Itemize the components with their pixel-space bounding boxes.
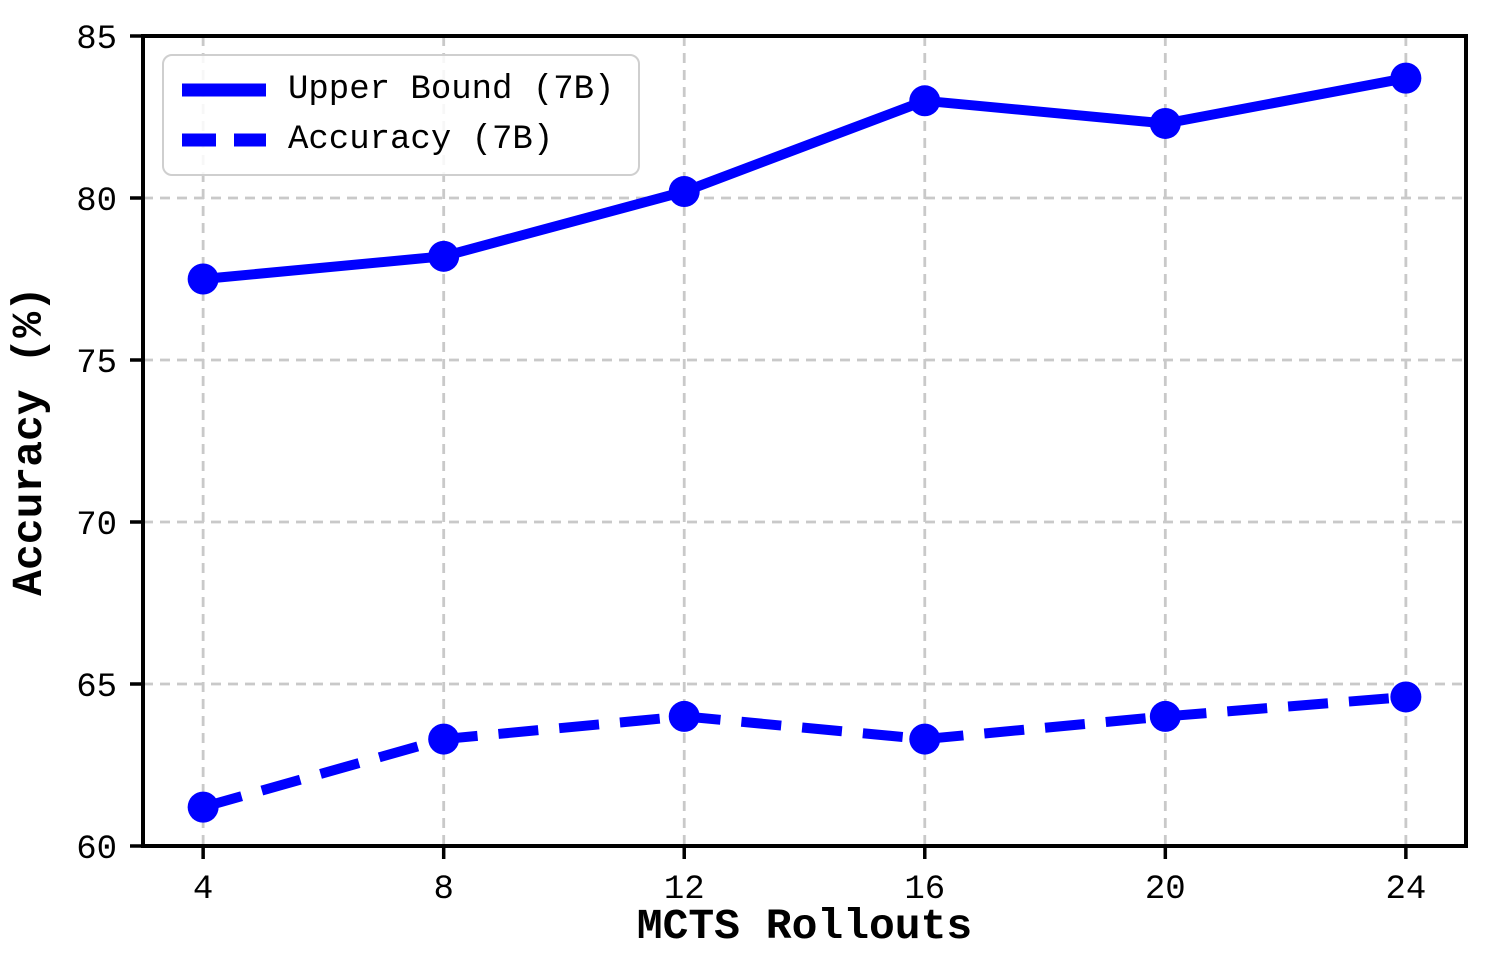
series-1-marker	[1390, 681, 1422, 713]
y-axis-label: Accuracy (%)	[5, 286, 54, 596]
legend-item-upper-bound: Upper Bound (7B)	[180, 70, 614, 110]
series-1-marker	[1149, 700, 1181, 732]
legend-item-accuracy: Accuracy (7B)	[180, 120, 614, 160]
y-tick-label: 65	[76, 669, 117, 707]
series-0-marker	[909, 85, 941, 117]
y-tick-label: 80	[76, 183, 117, 221]
x-tick-label: 12	[664, 871, 705, 909]
series-1-marker	[428, 723, 460, 755]
series-0-marker	[1149, 107, 1181, 139]
legend-label-accuracy: Accuracy (7B)	[288, 121, 554, 159]
series-0-marker	[668, 176, 700, 208]
legend-solid-line-icon	[182, 83, 266, 97]
axes-frame	[141, 34, 1468, 848]
y-tick-label: 85	[76, 21, 117, 59]
y-tick-label: 60	[76, 831, 117, 869]
series-0-marker	[1390, 62, 1422, 94]
series-line-1	[201, 691, 1407, 812]
x-tick-label: 20	[1145, 871, 1186, 909]
series-1-marker	[909, 723, 941, 755]
x-tick-label: 8	[433, 871, 453, 909]
y-tick-label: 75	[76, 345, 117, 383]
series-0-marker	[428, 240, 460, 272]
y-tick-label: 70	[76, 507, 117, 545]
legend: Upper Bound (7B) Accuracy (7B)	[162, 54, 641, 176]
x-axis-label: MCTS Rollouts	[636, 902, 973, 951]
series-1-marker	[187, 791, 219, 823]
x-tick-label: 24	[1385, 871, 1426, 909]
x-tick-label: 16	[904, 871, 945, 909]
series-1-marker	[668, 700, 700, 732]
legend-dashed-line-icon	[182, 133, 266, 147]
series-line-0	[202, 73, 1407, 284]
x-tick-label: 4	[193, 871, 213, 909]
legend-label-upper-bound: Upper Bound (7B)	[288, 71, 615, 109]
series-0-marker	[187, 263, 219, 295]
